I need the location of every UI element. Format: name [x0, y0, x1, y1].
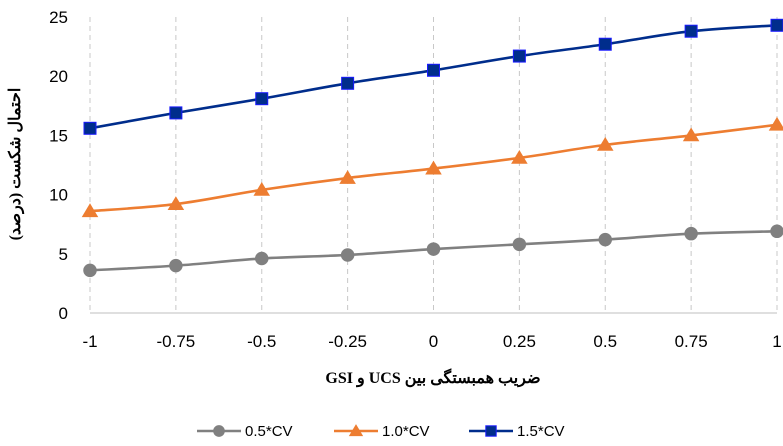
series-lines [81, 18, 783, 278]
y-tick-label: 15 [49, 126, 68, 145]
series-0.5*CV [83, 224, 783, 278]
data-point [169, 106, 183, 120]
x-tick-label: 0.75 [675, 332, 708, 351]
x-tick-labels: -1 -0.75 -0.5 -0.25 0 0.25 0.5 0.75 1 [82, 332, 781, 351]
legend-item: 1.5*CV [469, 423, 565, 440]
data-point [682, 127, 700, 142]
y-tick-label: 5 [59, 245, 68, 264]
data-point [167, 196, 185, 210]
data-point [770, 18, 783, 32]
data-point [255, 251, 269, 266]
x-tick-label: 0.5 [593, 332, 617, 351]
y-tick-label: 10 [49, 186, 68, 205]
data-point [340, 248, 355, 262]
legend-label: 0.5*CV [245, 423, 293, 440]
x-axis-label: ضریب همبستگی بین UCS و GSI [325, 368, 540, 388]
series-1.5*CV [83, 18, 783, 135]
legend-label: 1.0*CV [382, 423, 430, 440]
y-tick-label: 20 [49, 67, 68, 86]
data-point [598, 232, 612, 247]
x-tick-label: 1 [772, 332, 781, 351]
data-point [598, 37, 612, 51]
legend-label: 1.5*CV [517, 423, 565, 440]
x-tick-label: -0.75 [157, 332, 196, 351]
series-line [89, 23, 778, 130]
data-point [512, 237, 527, 252]
legend-marker [348, 424, 364, 437]
data-point [255, 92, 269, 106]
y-tick-label: 25 [49, 8, 68, 27]
series-1.0*CV [81, 116, 783, 218]
legend-item: 1.0*CV [334, 423, 430, 440]
data-point [684, 24, 698, 38]
data-point [768, 116, 783, 131]
data-point [341, 76, 355, 90]
data-point [427, 63, 440, 77]
data-point [81, 203, 99, 218]
data-point [425, 160, 442, 175]
data-point [512, 49, 526, 63]
x-tick-label: -0.5 [247, 332, 276, 351]
legend: 0.5*CV 1.0*CV 1.5*CV [197, 423, 565, 440]
data-point [684, 226, 698, 241]
x-tick-label: -1 [82, 332, 97, 351]
data-point [169, 258, 183, 273]
y-axis-label: احتمال شکست (درصد) [7, 88, 25, 241]
legend-marker [485, 425, 497, 437]
data-point [511, 150, 528, 164]
data-point [253, 181, 271, 196]
data-point [83, 121, 97, 135]
data-point [339, 170, 356, 184]
x-tick-label: -0.25 [328, 332, 367, 351]
legend-marker [213, 425, 225, 437]
data-point [426, 242, 441, 256]
data-point [83, 263, 97, 278]
data-point [596, 136, 614, 151]
data-point [770, 224, 783, 239]
y-tick-label: 0 [59, 304, 68, 323]
x-tick-label: 0.25 [503, 332, 536, 351]
legend-item: 0.5*CV [197, 423, 293, 440]
y-tick-labels: 0 5 10 15 20 25 [49, 8, 68, 323]
x-tick-label: 0 [429, 332, 438, 351]
